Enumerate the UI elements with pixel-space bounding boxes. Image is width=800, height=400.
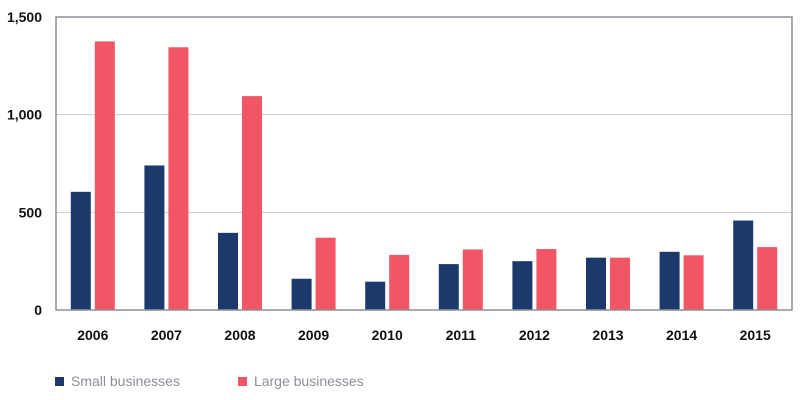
- y-tick-label: 1,500: [7, 9, 42, 25]
- bar-small-2014: [659, 251, 680, 310]
- y-axis-ticks: 0 500 1,000 1,500: [7, 9, 42, 318]
- bar-large-2012: [536, 249, 557, 310]
- x-tick-label: 2008: [224, 327, 255, 343]
- bar-small-2006: [70, 191, 91, 310]
- bar-large-2014: [683, 255, 704, 310]
- plot-frame: [55, 16, 793, 311]
- legend-item-small-businesses: Small businesses: [55, 373, 180, 389]
- bar-small-2013: [586, 257, 606, 310]
- x-tick-label: 2009: [298, 327, 329, 343]
- legend-item-large-businesses: Large businesses: [237, 373, 364, 389]
- y-tick-label: 500: [19, 204, 43, 220]
- bar-large-2011: [462, 249, 483, 310]
- x-tick-label: 2011: [446, 327, 477, 343]
- bars: [70, 41, 778, 311]
- gridlines: [56, 114, 792, 213]
- bar-small-2015: [733, 220, 754, 310]
- legend-label-small: Small businesses: [71, 373, 180, 389]
- x-tick-label: 2013: [592, 327, 623, 343]
- legend: Small businesses Large businesses: [55, 373, 364, 389]
- x-tick-label: 2015: [740, 327, 771, 343]
- y-tick-label: 1,000: [7, 107, 42, 123]
- bar-small-2010: [365, 281, 386, 310]
- x-tick-label: 2006: [77, 327, 108, 343]
- bar-large-2010: [389, 254, 410, 310]
- legend-swatch-small: [55, 376, 64, 386]
- bar-large-2008: [242, 96, 262, 310]
- y-tick-label: 0: [34, 302, 42, 318]
- legend-label-large: Large businesses: [253, 373, 364, 389]
- bar-small-2011: [438, 264, 459, 310]
- bar-small-2012: [512, 261, 533, 310]
- bar-large-2013: [610, 257, 630, 310]
- x-tick-label: 2007: [151, 327, 182, 343]
- x-tick-label: 2014: [666, 327, 697, 343]
- bar-small-2008: [218, 232, 238, 310]
- bar-large-2007: [168, 47, 189, 310]
- bar-large-2006: [94, 41, 115, 311]
- bar-large-2015: [757, 247, 778, 310]
- bar-small-2007: [144, 165, 165, 310]
- bar-small-2009: [291, 278, 312, 310]
- legend-swatch-large: [237, 376, 247, 386]
- x-tick-label: 2010: [372, 327, 403, 343]
- x-tick-label: 2012: [519, 327, 550, 343]
- bar-large-2009: [315, 237, 336, 310]
- x-axis-ticks: 2006 2007 2008 2009 2010 2011 2012 2013 2014 2015: [77, 327, 771, 343]
